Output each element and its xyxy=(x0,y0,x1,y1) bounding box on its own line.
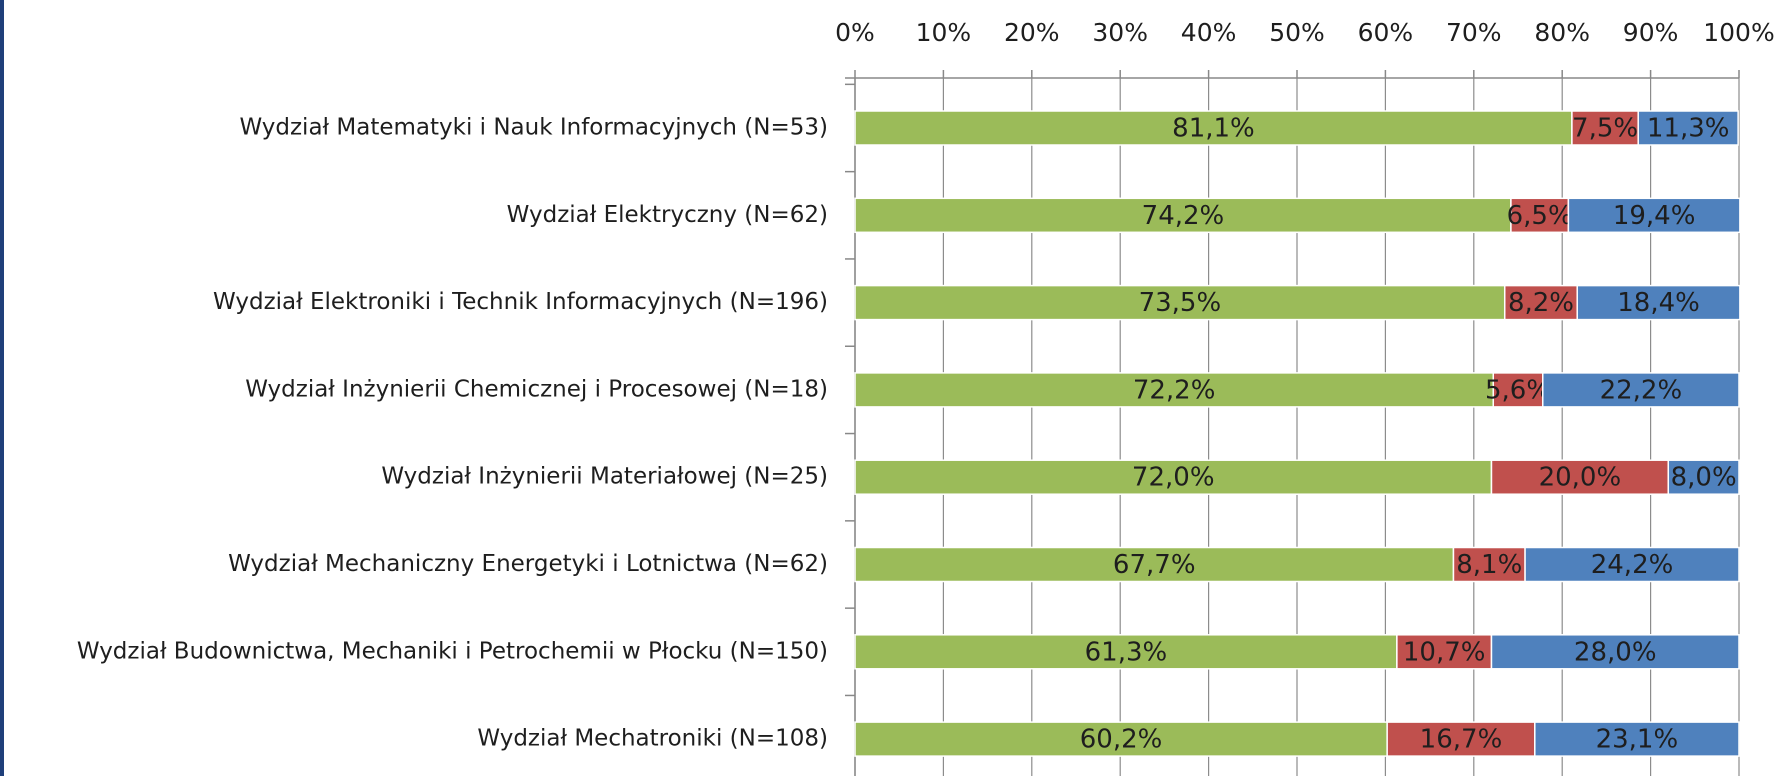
bar-segment xyxy=(1452,546,1526,583)
value-label: 19,4% xyxy=(1613,201,1696,231)
value-label: 11,3% xyxy=(1647,114,1730,144)
x-tick-label: 40% xyxy=(1181,18,1237,47)
bar-segment xyxy=(1576,284,1741,321)
value-label: 16,7% xyxy=(1420,725,1503,755)
bar-segment xyxy=(854,110,1573,146)
value-label: 6,5% xyxy=(1507,201,1573,231)
bar-segment xyxy=(854,721,1388,757)
x-tick-label: 20% xyxy=(1004,18,1060,47)
value-label: 5,6% xyxy=(1485,375,1551,405)
bar-segment xyxy=(1571,110,1639,146)
value-label: 72,0% xyxy=(1132,463,1215,493)
bar-segment xyxy=(1567,197,1741,234)
bar-segment xyxy=(1492,372,1544,408)
value-label: 81,1% xyxy=(1172,114,1255,144)
bar-segment xyxy=(1510,197,1570,234)
value-label: 72,2% xyxy=(1133,375,1216,405)
bar-segment xyxy=(1386,721,1536,757)
category-label: Wydział Mechaniczny Energetyki i Lotnict… xyxy=(228,551,828,577)
category-label: Wydział Inżynierii Chemicznej i Procesow… xyxy=(245,376,828,402)
value-label: 61,3% xyxy=(1085,637,1168,667)
value-label: 73,5% xyxy=(1139,288,1222,318)
value-label: 22,2% xyxy=(1600,375,1683,405)
category-label: Wydział Elektryczny (N=62) xyxy=(507,202,828,228)
bar-segment xyxy=(1490,634,1740,670)
x-tick-label: 10% xyxy=(916,18,972,47)
value-label: 20,0% xyxy=(1539,463,1622,493)
value-label: 28,0% xyxy=(1574,637,1657,667)
bar-segment xyxy=(1534,721,1740,757)
x-tick-label: 0% xyxy=(835,18,875,47)
x-tick-label: 70% xyxy=(1446,18,1502,47)
bar-segment xyxy=(1503,284,1578,321)
category-label: Wydział Matematyki i Nauk Informacyjnych… xyxy=(239,115,828,141)
value-label: 8,2% xyxy=(1508,288,1574,318)
value-label: 8,1% xyxy=(1456,550,1522,580)
bar-segment xyxy=(854,284,1506,321)
value-label: 67,7% xyxy=(1113,550,1196,580)
x-tick-label: 60% xyxy=(1358,18,1414,47)
frame-edge xyxy=(0,0,4,776)
value-label: 8,0% xyxy=(1671,463,1737,493)
bar-segment xyxy=(1542,372,1740,408)
value-label: 23,1% xyxy=(1596,725,1679,755)
value-label: 24,2% xyxy=(1591,550,1674,580)
bar-segment xyxy=(1396,634,1493,670)
category-label: Wydział Budownictwa, Mechaniki i Petroch… xyxy=(77,638,828,664)
category-label: Wydział Mechatroniki (N=108) xyxy=(477,726,828,752)
bar-segment xyxy=(1667,459,1740,495)
category-label: Wydział Inżynierii Materiałowej (N=25) xyxy=(381,464,828,490)
x-tick-label: 30% xyxy=(1092,18,1148,47)
value-label: 10,7% xyxy=(1403,637,1486,667)
x-tick-label: 50% xyxy=(1269,18,1325,47)
bar-segment xyxy=(1524,546,1740,583)
value-label: 60,2% xyxy=(1080,725,1163,755)
value-label: 7,5% xyxy=(1572,114,1638,144)
bar-segment xyxy=(1637,110,1739,146)
category-label: Wydział Elektroniki i Technik Informacyj… xyxy=(213,289,828,315)
value-label: 74,2% xyxy=(1142,201,1225,231)
x-tick-label: 80% xyxy=(1534,18,1590,47)
x-tick-label: 100% xyxy=(1703,18,1774,47)
bar-segment xyxy=(854,197,1512,234)
x-tick-label: 90% xyxy=(1623,18,1679,47)
value-label: 18,4% xyxy=(1617,288,1700,318)
